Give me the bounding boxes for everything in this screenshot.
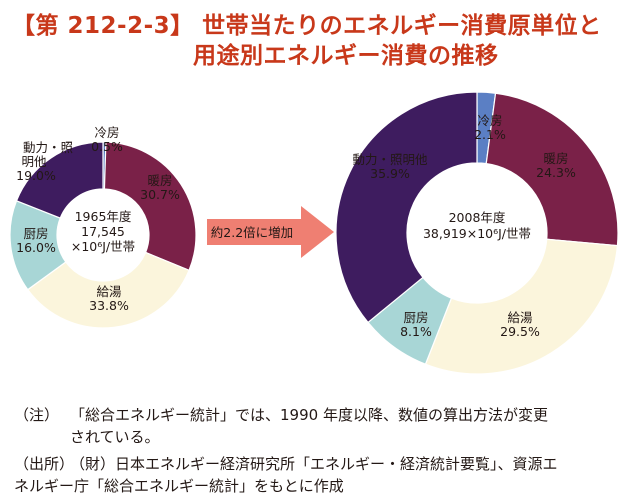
label-1965-power-lighting: 動力・照	[23, 140, 73, 155]
label-1965-power-lighting-cont: 明他	[21, 154, 47, 169]
label-2008-kitchen: 厨房	[403, 310, 428, 325]
label-2008-cooling: 冷房	[477, 113, 502, 128]
slice-2008-heating	[485, 92, 619, 247]
value-1965-power-lighting: 19.0%	[16, 168, 56, 183]
center-text-1965-0: 1965年度	[75, 209, 132, 224]
value-1965-kitchen: 16.0%	[16, 240, 56, 255]
label-2008-hot-water: 給湯	[507, 310, 532, 325]
value-1965-hot-water: 33.8%	[89, 298, 129, 313]
label-1965-hot-water: 給湯	[96, 284, 121, 299]
source-line-2: ネルギー庁「総合エネルギー統計」をもとに作成	[14, 477, 344, 495]
chart-title-line-2: 用途別エネルギー消費の推移	[193, 43, 499, 69]
note-block: （注） 「総合エネルギー統計」では、1990 年度以降、数値の算出方法が変更 され…	[14, 404, 632, 446]
slice-2008-hot-water	[424, 238, 619, 375]
note-head: （注）	[14, 406, 60, 424]
arrow-label: 約2.2倍に増加	[211, 225, 293, 240]
center-text-2008-1: 38,919×10⁶J/世帯	[423, 226, 531, 241]
value-2008-heating: 24.3%	[536, 165, 576, 180]
source-line-1: （財）日本エネルギー経済研究所「エネルギー・経済統計要覧」、資源エ	[70, 455, 558, 473]
slice-1965-heating	[103, 141, 197, 272]
label-1965-cooling: 冷房	[94, 125, 119, 140]
note-line-1: 「総合エネルギー統計」では、1990 年度以降、数値の算出方法が変更	[70, 406, 548, 424]
center-text-2008-0: 2008年度	[449, 210, 506, 225]
chart-title-line-1: 【第 212-2-3】 世帯当たりのエネルギー消費原単位と	[12, 13, 602, 39]
arrow-shape	[207, 206, 334, 258]
value-1965-cooling: 0.5%	[91, 139, 123, 154]
label-1965-heating: 暖房	[147, 173, 172, 188]
slice-1965-power-lighting	[15, 141, 104, 219]
source-head: （出所）	[14, 455, 75, 473]
increase-arrow: 約2.2倍に増加	[207, 206, 334, 258]
center-text-1965-2: ×10⁶J/世帯	[71, 239, 135, 254]
label-2008-power-lighting: 動力・照明他	[352, 152, 428, 167]
note-line-2: されている。	[70, 428, 160, 446]
label-2008-heating: 暖房	[543, 151, 568, 166]
slice-2008-power-lighting	[335, 91, 478, 324]
value-2008-kitchen: 8.1%	[400, 324, 432, 339]
value-2008-cooling: 2.1%	[474, 127, 506, 142]
source-block: （出所） （財）日本エネルギー経済研究所「エネルギー・経済統計要覧」、資源エ ネル…	[14, 453, 632, 495]
label-1965-kitchen: 厨房	[23, 226, 48, 241]
value-2008-hot-water: 29.5%	[500, 324, 540, 339]
value-2008-power-lighting: 35.9%	[370, 166, 410, 181]
center-text-1965-1: 17,545	[81, 224, 125, 239]
slice-1965-hot-water	[26, 251, 190, 329]
value-1965-heating: 30.7%	[140, 187, 180, 202]
